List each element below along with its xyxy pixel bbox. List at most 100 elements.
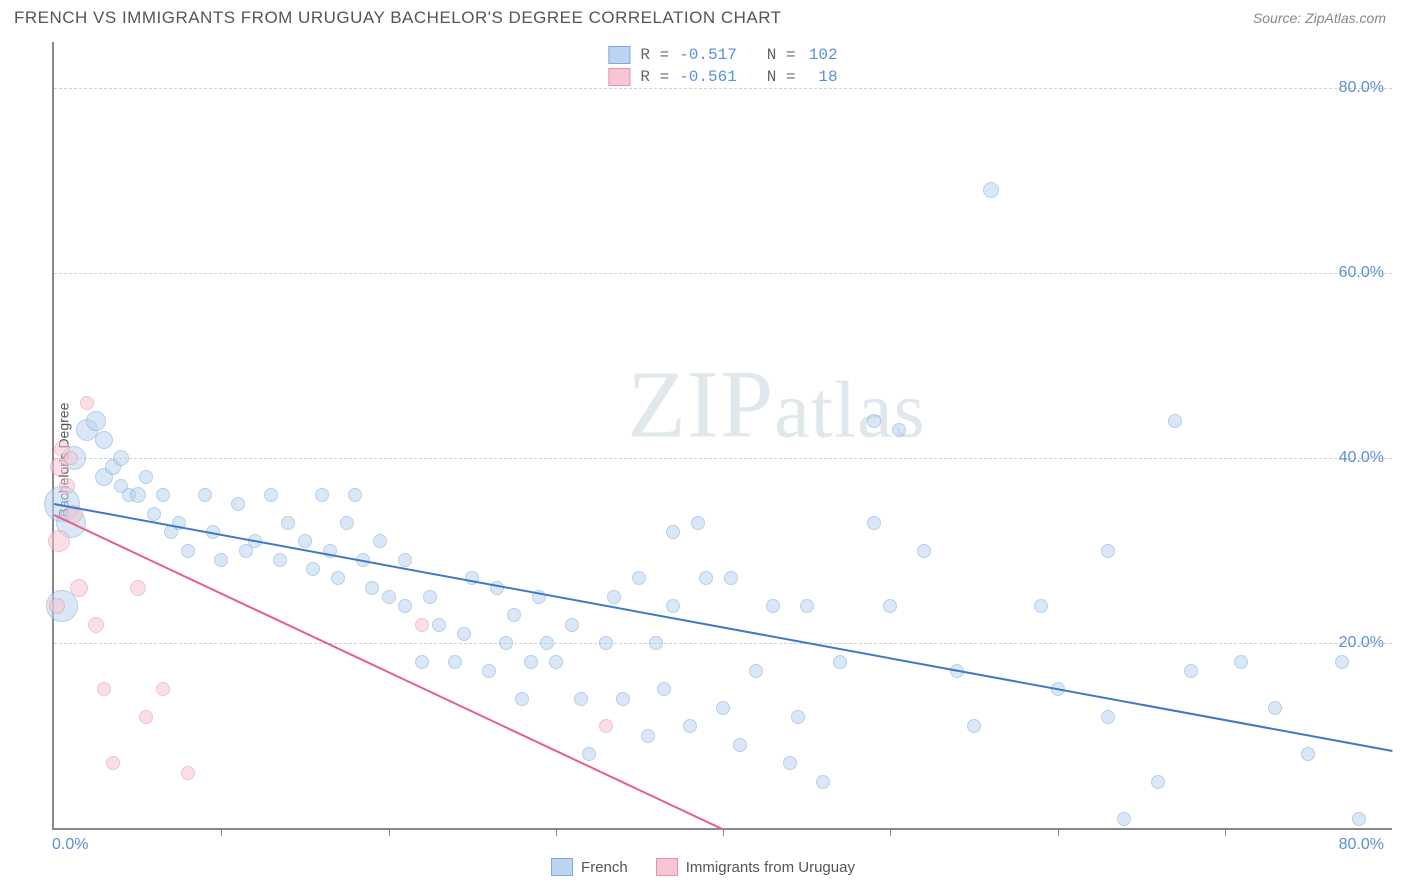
x-tick [1058,828,1059,836]
x-axis-min-label: 0.0% [52,836,88,854]
data-point-french [574,692,588,706]
x-tick [1225,828,1226,836]
gridline-h [54,458,1392,459]
data-point-french [749,664,763,678]
data-point-french [130,487,146,503]
data-point-french [432,618,446,632]
data-point-french [599,636,613,650]
data-point-french [231,497,245,511]
data-point-french [515,692,529,706]
data-point-french [1301,747,1315,761]
data-point-french [340,516,354,530]
data-point-french [666,599,680,613]
data-point-french [1335,655,1349,669]
legend-swatch [551,858,573,876]
data-point-french [699,571,713,585]
data-point-french [1352,812,1366,826]
gridline-h [54,273,1392,274]
data-point-uruguay [97,682,111,696]
x-tick [389,828,390,836]
data-point-french [967,719,981,733]
data-point-uruguay [130,580,146,596]
data-point-french [499,636,513,650]
x-tick [723,828,724,836]
data-point-french [565,618,579,632]
data-point-french [398,599,412,613]
y-tick-label: 60.0% [1339,264,1384,282]
data-point-french [616,692,630,706]
data-point-french [607,590,621,604]
data-point-french [398,553,412,567]
data-point-french [382,590,396,604]
data-point-french [331,571,345,585]
chart-source: Source: ZipAtlas.com [1253,10,1386,26]
legend-row-uruguay: R =-0.561N =18 [602,66,843,88]
data-point-french [582,747,596,761]
data-point-french [983,182,999,198]
data-point-french [86,411,106,431]
data-point-french [147,507,161,521]
plot-area: ZIPatlas R =-0.517N =102R =-0.561N =18 2… [52,42,1392,830]
data-point-french [632,571,646,585]
series-legend: French Immigrants from Uruguay [551,858,855,876]
data-point-french [724,571,738,585]
data-point-french [298,534,312,548]
data-point-uruguay [80,396,94,410]
x-tick [221,828,222,836]
data-point-french [1151,775,1165,789]
data-point-uruguay [139,710,153,724]
trend-line-uruguay [54,514,724,830]
data-point-french [883,599,897,613]
legend-r-label: R = [640,46,669,64]
data-point-french [306,562,320,576]
legend-r-value: -0.517 [679,46,737,64]
legend-swatch [608,46,630,64]
legend-item-french: French [551,858,628,876]
data-point-french [867,414,881,428]
data-point-french [1268,701,1282,715]
data-point-french [1101,710,1115,724]
data-point-french [264,488,278,502]
chart-container: Bachelor's Degree ZIPatlas R =-0.517N =1… [14,42,1392,878]
data-point-uruguay [59,478,75,494]
data-point-uruguay [64,451,78,465]
data-point-french [181,544,195,558]
data-point-french [1101,544,1115,558]
data-point-french [540,636,554,650]
data-point-french [683,719,697,733]
legend-n-value: 18 [806,68,838,86]
gridline-h [54,643,1392,644]
chart-title: FRENCH VS IMMIGRANTS FROM URUGUAY BACHEL… [14,8,782,28]
data-point-french [800,599,814,613]
data-point-french [524,655,538,669]
legend-label: Immigrants from Uruguay [686,859,855,876]
data-point-french [691,516,705,530]
data-point-uruguay [156,682,170,696]
legend-item-uruguay: Immigrants from Uruguay [656,858,855,876]
x-tick [890,828,891,836]
legend-n-value: 102 [806,46,838,64]
data-point-french [549,655,563,669]
legend-row-french: R =-0.517N =102 [602,44,843,66]
data-point-uruguay [48,530,70,552]
data-point-french [457,627,471,641]
data-point-french [482,664,496,678]
data-point-uruguay [599,719,613,733]
watermark-prefix: ZIP [627,350,774,457]
data-point-french [507,608,521,622]
data-point-french [373,534,387,548]
chart-header: FRENCH VS IMMIGRANTS FROM URUGUAY BACHEL… [0,0,1406,32]
legend-r-label: R = [640,68,669,86]
data-point-french [649,636,663,650]
x-axis-labels: 0.0% 80.0% [52,836,1392,858]
data-point-french [892,423,906,437]
data-point-french [766,599,780,613]
data-point-french [833,655,847,669]
data-point-french [816,775,830,789]
data-point-french [423,590,437,604]
data-point-uruguay [181,766,195,780]
y-tick-label: 20.0% [1339,634,1384,652]
gridline-h [54,88,1392,89]
legend-label: French [581,859,628,876]
data-point-uruguay [49,598,65,614]
